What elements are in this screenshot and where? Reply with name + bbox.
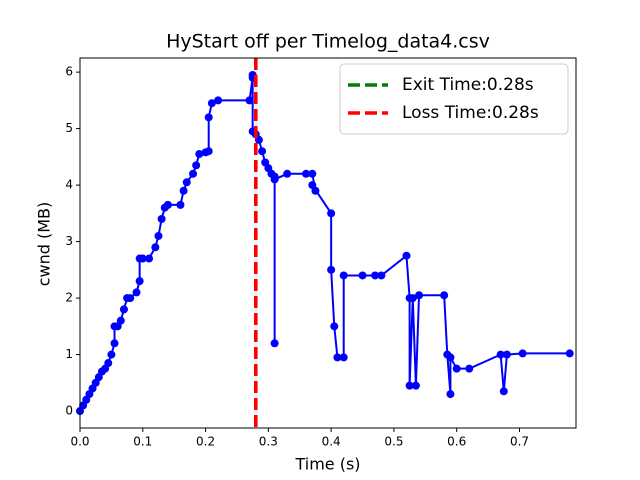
point — [195, 150, 204, 159]
point — [415, 291, 424, 300]
point — [119, 305, 128, 314]
point — [258, 147, 267, 156]
point — [440, 291, 449, 300]
point — [339, 271, 348, 280]
point — [465, 364, 474, 373]
point — [339, 353, 348, 362]
point — [104, 359, 113, 368]
point — [176, 200, 185, 209]
point — [207, 99, 216, 108]
x-tick-label: 0.4 — [322, 435, 341, 449]
point — [499, 387, 508, 396]
point — [189, 169, 198, 178]
chart-title: HyStart off per Timelog_data4.csv — [166, 31, 490, 53]
point — [204, 147, 213, 156]
point — [132, 288, 141, 297]
point — [330, 322, 339, 331]
x-axis-label: Time (s) — [294, 455, 360, 474]
point — [358, 271, 367, 280]
y-tick-label: 0 — [65, 404, 73, 418]
point — [518, 349, 527, 358]
legend-label: Loss Time:0.28s — [402, 103, 539, 123]
point — [157, 214, 166, 223]
x-tick-label: 0.7 — [510, 435, 529, 449]
point — [116, 316, 125, 325]
x-tick-label: 0.3 — [259, 435, 278, 449]
legend-label: Exit Time:0.28s — [402, 75, 534, 95]
legend-box — [339, 63, 569, 135]
point — [110, 339, 119, 348]
x-tick-label: 0.2 — [196, 435, 215, 449]
y-tick-label: 2 — [65, 291, 73, 305]
point — [214, 96, 223, 105]
x-tick-label: 0.0 — [70, 435, 89, 449]
point — [179, 186, 188, 195]
point — [402, 251, 411, 260]
point — [405, 381, 414, 390]
x-tick-label: 0.6 — [447, 435, 466, 449]
x-tick-label: 0.1 — [133, 435, 152, 449]
point — [308, 169, 317, 178]
y-tick-label: 4 — [65, 178, 73, 192]
point — [204, 113, 213, 122]
y-axis-label: cwnd (MB) — [35, 202, 54, 287]
point — [151, 243, 160, 252]
point — [270, 175, 279, 184]
point — [283, 169, 292, 178]
point — [408, 294, 417, 303]
point — [565, 349, 574, 358]
point — [135, 277, 144, 286]
point — [411, 381, 420, 390]
plot-frame — [79, 57, 577, 429]
point — [446, 390, 455, 399]
y-tick-label: 1 — [65, 347, 73, 361]
y-tick-label: 3 — [65, 234, 73, 248]
point — [496, 350, 505, 359]
point — [308, 181, 317, 190]
point — [302, 169, 311, 178]
point — [327, 209, 336, 218]
point — [182, 178, 191, 187]
point — [145, 254, 154, 263]
point — [138, 254, 147, 263]
point — [270, 339, 279, 348]
point — [333, 353, 342, 362]
point — [107, 350, 116, 359]
point — [377, 271, 386, 280]
point — [502, 350, 511, 359]
x-tick-label: 0.5 — [384, 435, 403, 449]
point — [245, 96, 254, 105]
point — [446, 353, 455, 362]
point — [192, 161, 201, 170]
point — [154, 231, 163, 240]
point — [126, 294, 135, 303]
point — [163, 200, 172, 209]
y-tick-label: 5 — [65, 121, 73, 135]
y-tick-label: 6 — [65, 65, 73, 79]
point — [452, 364, 461, 373]
point — [371, 271, 380, 280]
point — [327, 265, 336, 274]
